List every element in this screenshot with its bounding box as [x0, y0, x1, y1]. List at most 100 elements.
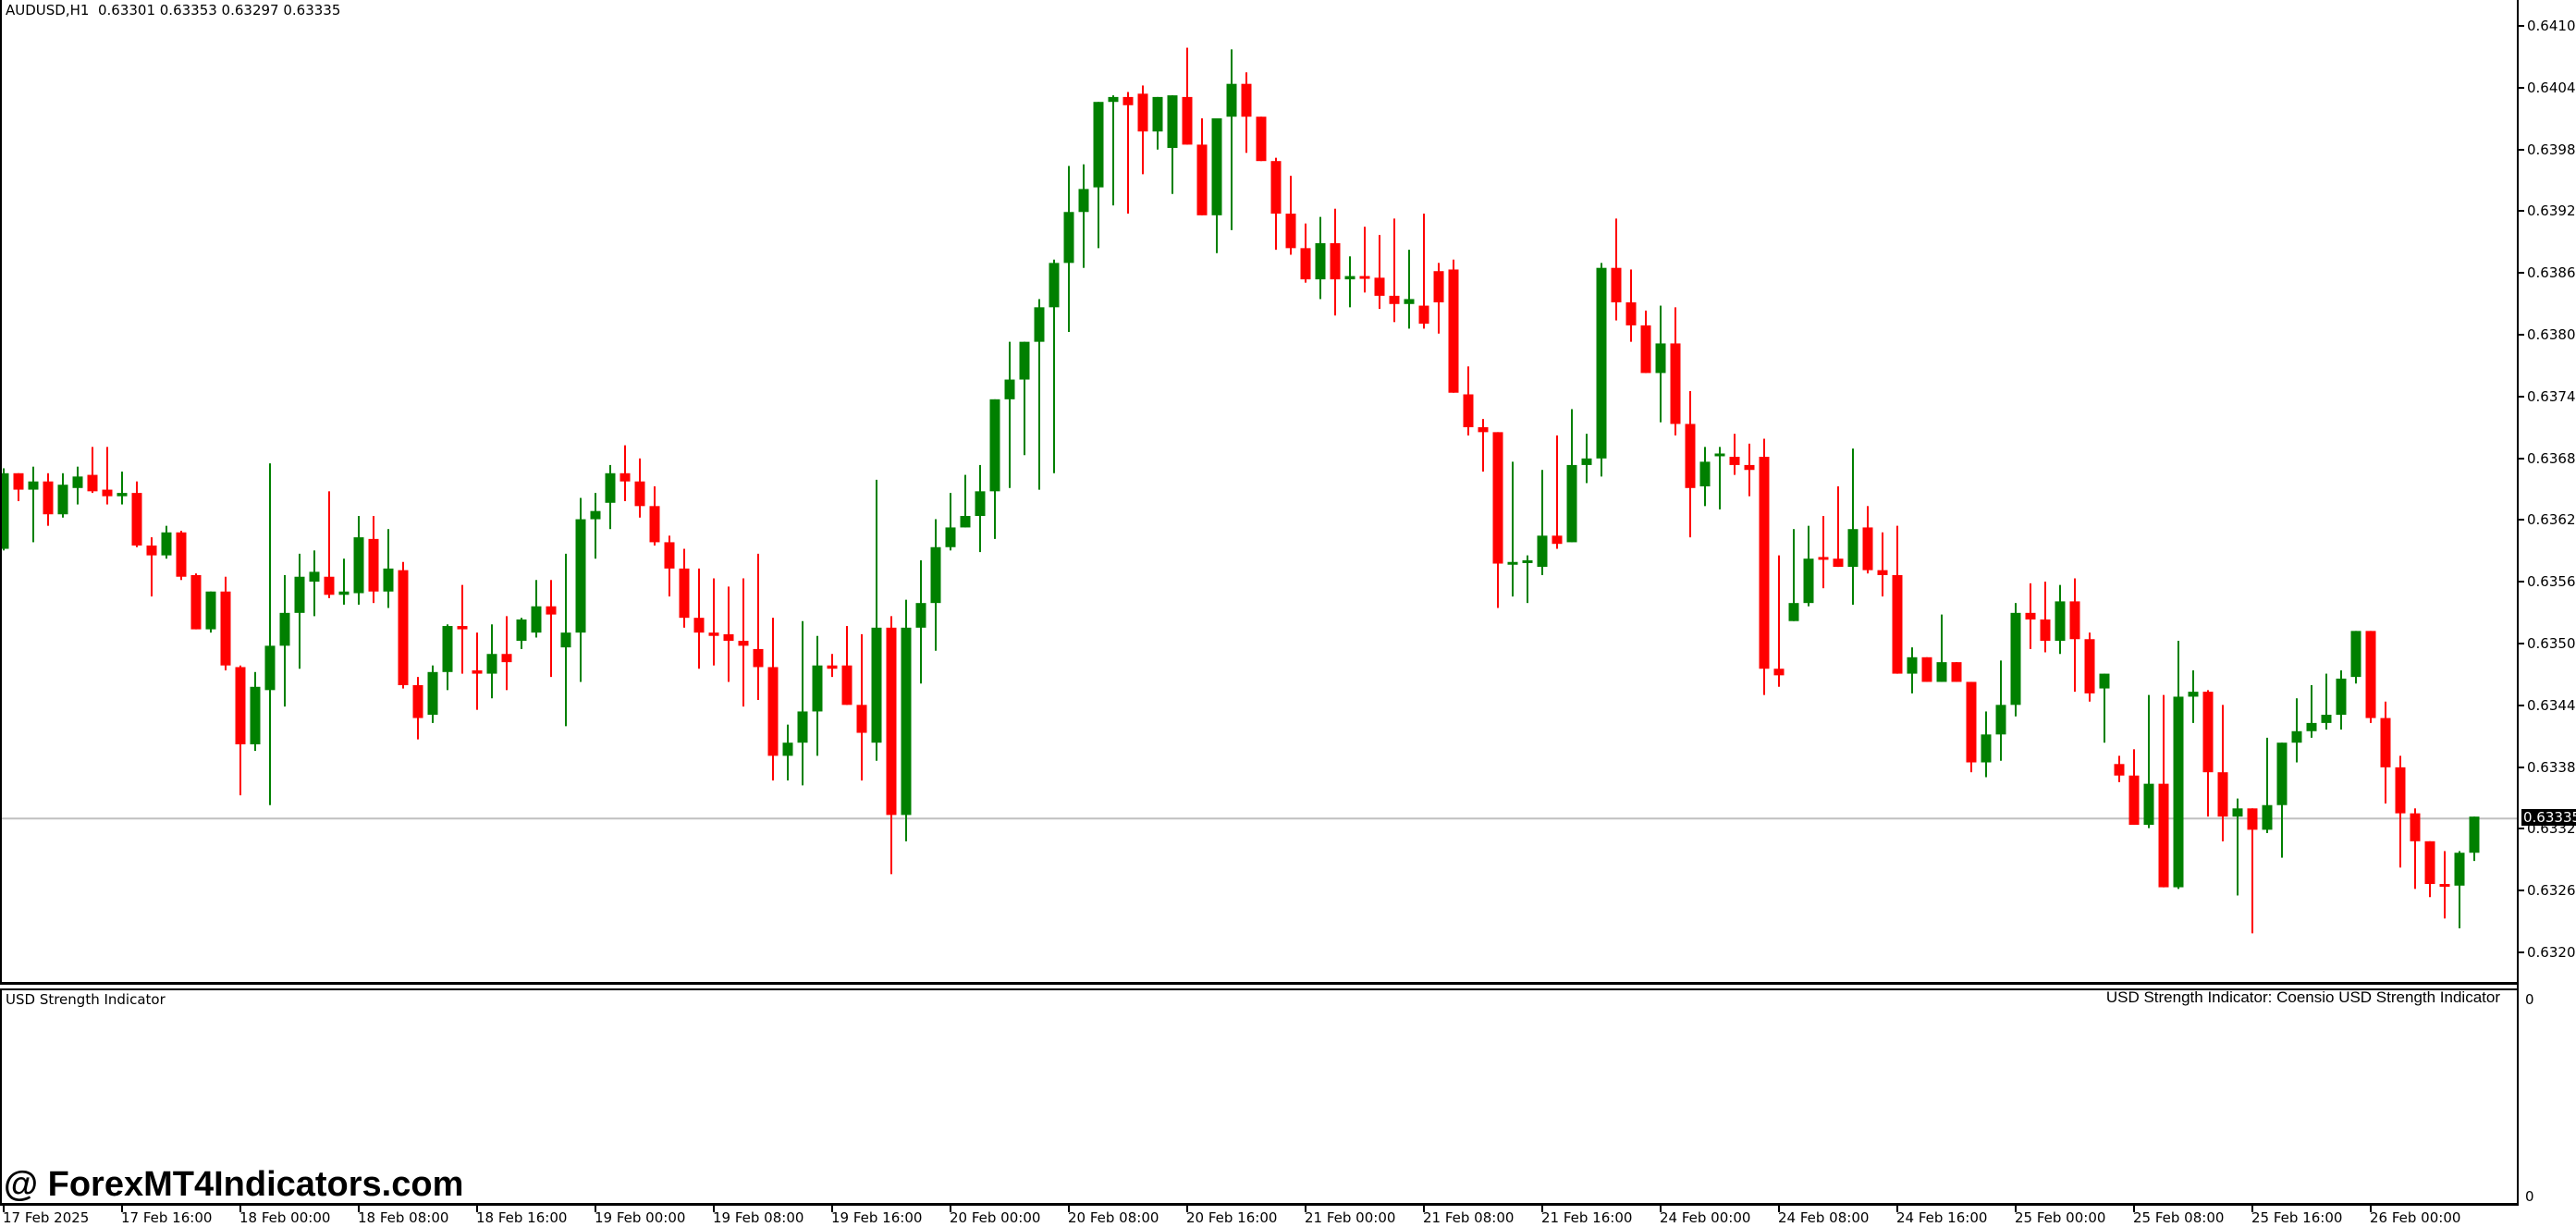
bear-candle [1833, 486, 1844, 568]
bull-candle [2276, 742, 2288, 858]
price-tick-mark [2519, 210, 2524, 213]
bear-candle [738, 578, 749, 707]
bear-candle [398, 561, 409, 689]
bear-candle [1862, 506, 1873, 574]
symbol-ohlc-header: AUDUSD,H1 0.63301 0.63353 0.63297 0.6333… [6, 2, 341, 18]
time-tick-label: 20 Feb 16:00 [1186, 1209, 1278, 1226]
bull-candle [2469, 816, 2480, 862]
bear-candle [708, 578, 719, 666]
price-tick-label: 0.63625 [2527, 511, 2576, 529]
time-tick-mark [831, 1205, 833, 1212]
bull-candle [353, 515, 364, 605]
bear-candle [1270, 157, 1282, 251]
bear-candle [1374, 235, 1385, 310]
time-tick-label: 18 Feb 08:00 [358, 1209, 449, 1226]
bear-candle [2424, 840, 2435, 898]
bear-candle [1241, 72, 1252, 153]
indicator-axis-top: 0 [2525, 991, 2534, 1008]
bear-candle [1285, 176, 1296, 255]
bear-candle [767, 618, 779, 781]
bull-candle [605, 464, 616, 530]
bull-candle [2321, 673, 2332, 730]
bull-candle [1522, 555, 1533, 604]
indicator-title: USD Strength Indicator [6, 991, 166, 1008]
bear-candle [664, 535, 675, 597]
price-tick-mark [2519, 643, 2524, 644]
time-tick-mark [2015, 1205, 2017, 1212]
price-tick-mark [2519, 25, 2524, 27]
bear-candle [235, 665, 246, 796]
bear-candle [190, 573, 202, 630]
bear-candle [679, 548, 690, 628]
bear-candle [1256, 117, 1267, 162]
bull-candle [590, 493, 601, 559]
bear-candle [1182, 47, 1193, 145]
bull-candle [2336, 670, 2347, 730]
bear-candle [1552, 435, 1563, 549]
price-tick-label: 0.63745 [2527, 387, 2576, 405]
time-tick-mark [121, 1205, 123, 1212]
price-tick-label: 0.63505 [2527, 635, 2576, 652]
price-tick-mark [2519, 457, 2524, 460]
bull-candle [250, 671, 261, 752]
bear-candle [412, 677, 423, 740]
bear-candle [2410, 808, 2421, 890]
bull-candle [2055, 584, 2066, 655]
bull-candle [2232, 798, 2243, 896]
bear-candle [2380, 701, 2391, 804]
price-tick-mark [2519, 86, 2524, 89]
bear-candle [2202, 690, 2214, 817]
bear-candle [546, 580, 557, 678]
bull-candle [205, 591, 216, 633]
bull-candle [989, 399, 1000, 539]
time-tick-mark [358, 1205, 360, 1212]
bull-candle [1907, 647, 1918, 693]
time-tick-label: 18 Feb 00:00 [239, 1209, 331, 1226]
bull-candle [1655, 305, 1666, 423]
time-tick-label: 24 Feb 08:00 [1778, 1209, 1870, 1226]
bear-candle [1892, 525, 1903, 674]
bull-candle [1152, 96, 1163, 150]
time-tick-mark [2370, 1205, 2372, 1212]
time-tick-label: 19 Feb 00:00 [595, 1209, 686, 1226]
bull-candle [812, 635, 823, 756]
indicator-axis-bottom: 0 [2525, 1188, 2534, 1205]
time-tick-label: 19 Feb 16:00 [831, 1209, 923, 1226]
bear-candle [1359, 227, 1370, 293]
bull-candle [1315, 216, 1326, 300]
bull-candle [1803, 525, 1814, 607]
price-tick-label: 0.63925 [2527, 202, 2576, 220]
bear-candle [472, 632, 483, 710]
time-tick-mark [476, 1205, 478, 1212]
candlestick-chart[interactable] [0, 0, 2517, 982]
bear-candle [1818, 515, 1829, 589]
price-tick-mark [2519, 890, 2524, 892]
main-chart-pane[interactable] [0, 0, 2518, 985]
bear-candle [693, 568, 705, 669]
indicator-full-title: USD Strength Indicator: Coensio USD Stre… [2105, 988, 2500, 1006]
bear-candle [43, 472, 54, 526]
time-tick-mark [1068, 1205, 1070, 1212]
bull-candle [2099, 673, 2110, 743]
bear-candle [1951, 662, 1962, 682]
current-price-label: 0.63335 [2521, 809, 2576, 826]
bull-candle [1566, 409, 1577, 543]
price-tick-label: 0.63685 [2527, 449, 2576, 467]
time-tick-mark [1896, 1205, 1898, 1212]
bull-candle [1714, 447, 1725, 509]
bear-candle [131, 481, 142, 547]
time-tick-mark [239, 1205, 241, 1212]
bear-candle [753, 553, 764, 701]
bull-candle [2173, 641, 2184, 890]
time-tick-label: 18 Feb 16:00 [476, 1209, 568, 1226]
bull-candle [1344, 256, 1355, 308]
price-tick-mark [2519, 951, 2524, 953]
time-tick-mark [1305, 1205, 1306, 1212]
bear-candle [2365, 631, 2376, 723]
bear-candle [1492, 432, 1503, 608]
bull-candle [2010, 603, 2021, 717]
bull-candle [1034, 299, 1045, 490]
time-tick-mark [2133, 1205, 2135, 1212]
time-tick-label: 24 Feb 00:00 [1660, 1209, 1751, 1226]
time-tick-label: 24 Feb 16:00 [1896, 1209, 1988, 1226]
